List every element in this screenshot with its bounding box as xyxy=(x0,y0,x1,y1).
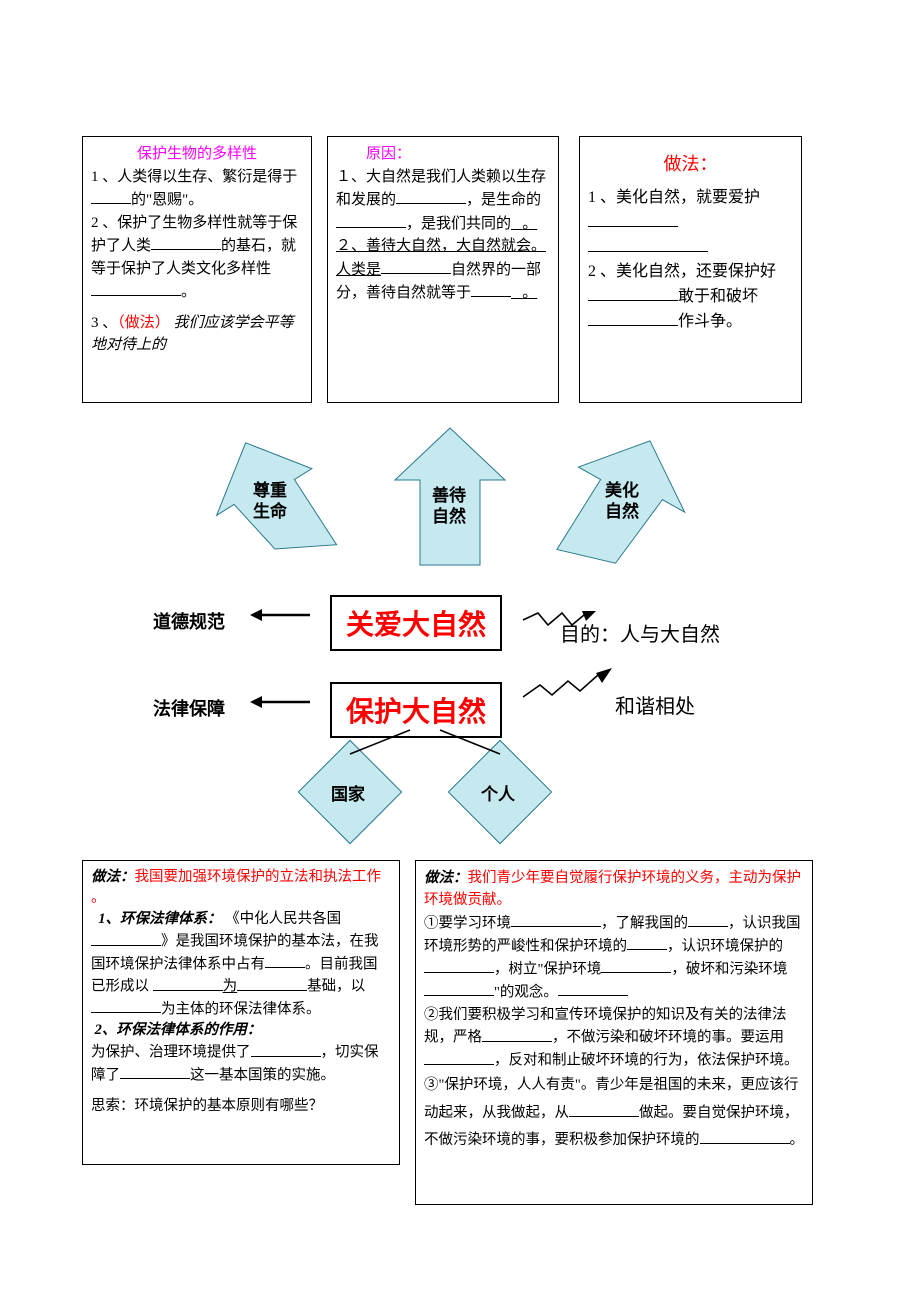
bottom-box-nation: 做法：我国要加强环境保护的立法和执法工作 。 1、环保法律体系： 《中化人民共各… xyxy=(82,860,400,1165)
arrow-left-2 xyxy=(248,690,318,720)
top-box-reason: 原因： １、大自然是我们人类赖以生存和发展的，是生命的，是我们共同的 。 ２、善… xyxy=(327,136,559,403)
br-l1: ①要学习环境，了解我国的，认识我国环境形势的严峻性和保护环境的，认识环境保护的，… xyxy=(424,912,804,1004)
goal-line2: 和谐相处 xyxy=(615,690,695,719)
label-legal: 法律保障 xyxy=(153,695,225,721)
arrow2-label: 善待自然 xyxy=(432,485,466,528)
goal-line1: 目的：人与大自然 xyxy=(560,618,720,647)
box2-line1: １、大自然是我们人类赖以生存和发展的，是生命的，是我们共同的 。 xyxy=(336,166,550,236)
box1-line1: 1 、人类得以生存、繁衍是得于的"恩赐"。 xyxy=(91,166,303,212)
box1-title: 保护生物的多样性 xyxy=(137,146,257,162)
top-box-biodiversity: 保护生物的多样性 1 、人类得以生存、繁衍是得于的"恩赐"。 2 、保护了生物多… xyxy=(82,136,312,403)
br-l3: ③"保护环境，人人有责"。青少年是祖国的未来，更应该行动起来，从我做起，从做起。… xyxy=(424,1072,804,1155)
box3-line1: 1 、美化自然，就要爱护 xyxy=(588,186,793,235)
bottom-box-individual: 做法：我们青少年要自觉履行保护环境的义务，主动为保护环境做贡献。 ①要学习环境，… xyxy=(415,860,813,1205)
arrow3-label: 美化自然 xyxy=(605,480,639,523)
bl-sec2: 2、环保法律体系的作用： 为保护、治理环境提供了，切实保障了这一基本国策的实施。 xyxy=(91,1020,391,1086)
center-box-care: 关爱大自然 xyxy=(330,595,502,651)
arrow1-label: 尊重生命 xyxy=(253,480,287,523)
box3-line2: 2 、美化自然，还要保护好敢于和破坏 xyxy=(588,260,793,309)
box2-title: 原因： xyxy=(366,146,411,162)
box1-line3: 3 、（做法） 我们应该学会平等地对待上的 xyxy=(91,312,303,357)
box2-line2: ２、善待大自然，大自然就会。人类是自然界的一部分，善待自然就等于 。 xyxy=(336,235,550,305)
box3-title: 做法： xyxy=(664,154,718,174)
br-l2: ②我们要积极学习和宣传环境保护的知识及有关的法律法规，严格，不做污染和破坏环境的… xyxy=(424,1004,804,1072)
connector-lines xyxy=(320,728,540,758)
arrow-left-1 xyxy=(248,603,318,633)
br-head: 做法：我们青少年要自觉履行保护环境的义务，主动为保护环境做贡献。 xyxy=(424,867,804,912)
zigzag-arrow-2 xyxy=(520,665,620,705)
bl-head: 做法：我国要加强环境保护的立法和执法工作 。 xyxy=(91,867,391,909)
page-root: 保护生物的多样性 1 、人类得以生存、繁衍是得于的"恩赐"。 2 、保护了生物多… xyxy=(0,0,920,1302)
label-moral: 道德规范 xyxy=(153,608,225,634)
top-box-method: 做法： 1 、美化自然，就要爱护 2 、美化自然，还要保护好敢于和破坏 作斗争。 xyxy=(579,136,802,403)
box1-line2: 2 、保护了生物多样性就等于保护了人类的基石，就等于保护了人类文化多样性。 xyxy=(91,212,303,304)
bl-sec1: 1、环保法律体系： 《中化人民共各国》是我国环境保护的基本法，在我国环境保护法律… xyxy=(91,909,391,1020)
bl-think: 思索：环境保护的基本原则有哪些？ xyxy=(91,1096,391,1117)
